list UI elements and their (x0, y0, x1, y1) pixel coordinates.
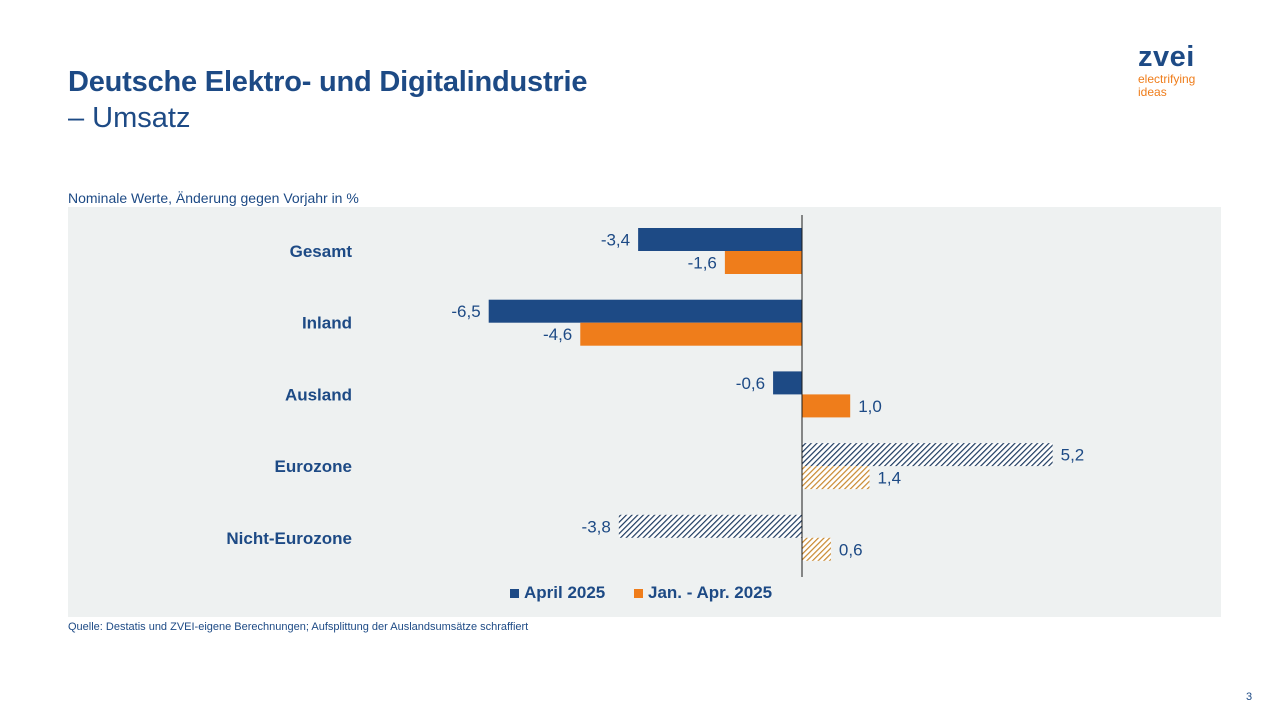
legend-swatch (510, 589, 519, 598)
value-label: -6,5 (451, 302, 480, 321)
chart-panel: Gesamt -3,4 -1,6 Inland -6,5 -4,6 Ausland -0,6 1… (68, 207, 1221, 617)
bar-chart: Gesamt -3,4 -1,6 Inland -6,5 -4,6 Ausland -0,6 1… (226, 215, 1084, 602)
value-label: -4,6 (543, 325, 572, 344)
source-note: Quelle: Destatis und ZVEI-eigene Berechn… (68, 621, 529, 633)
page-number: 3 (1246, 691, 1253, 703)
category-label: Eurozone (275, 457, 352, 476)
bar-april-2025 (773, 371, 802, 395)
value-label: -0,6 (736, 374, 765, 393)
bars-layer (488, 228, 1053, 561)
category-label: Gesamt (290, 242, 353, 261)
value-label: -3,4 (601, 231, 630, 250)
bar-april-2025 (638, 228, 802, 251)
bar-april-2025 (618, 514, 802, 538)
legend-label: April 2025 (524, 583, 605, 602)
chart-legend: April 2025 Jan. - Apr. 2025 (510, 583, 772, 602)
value-label: -1,6 (688, 254, 717, 273)
value-label: -3,8 (582, 517, 611, 536)
chart-note: Nominale Werte, Änderung gegen Vorjahr i… (68, 190, 359, 206)
category-label: Inland (302, 314, 352, 333)
bar-april-2025 (802, 443, 1053, 467)
value-label: 1,0 (858, 397, 882, 416)
logo-tagline-line-2: ideas (1138, 85, 1167, 99)
page-title: Deutsche Elektro- und Digitalindustrie (68, 66, 588, 98)
bar-jan-apr-2025 (802, 466, 870, 490)
legend-label: Jan. - Apr. 2025 (648, 583, 772, 602)
value-label: 1,4 (877, 469, 901, 488)
category-label: Ausland (285, 385, 352, 404)
logo-tagline-line-1: electrifying (1138, 72, 1196, 86)
bar-jan-apr-2025 (580, 322, 802, 346)
bar-jan-apr-2025 (802, 394, 851, 418)
bar-jan-apr-2025 (724, 251, 802, 274)
bar-april-2025 (488, 299, 802, 323)
labels-layer: Gesamt -3,4 -1,6 Inland -6,5 -4,6 Ausland -0,6 1… (226, 231, 1084, 560)
legend-swatch (634, 589, 643, 598)
value-label: 5,2 (1061, 446, 1085, 465)
page-subtitle: – Umsatz (68, 102, 191, 134)
value-label: 0,6 (839, 540, 863, 559)
bar-jan-apr-2025 (802, 537, 831, 561)
category-label: Nicht-Eurozone (226, 529, 352, 548)
zvei-logo: zvei electrifying ideas (1138, 42, 1248, 102)
logo-wordmark: zvei (1138, 41, 1195, 73)
